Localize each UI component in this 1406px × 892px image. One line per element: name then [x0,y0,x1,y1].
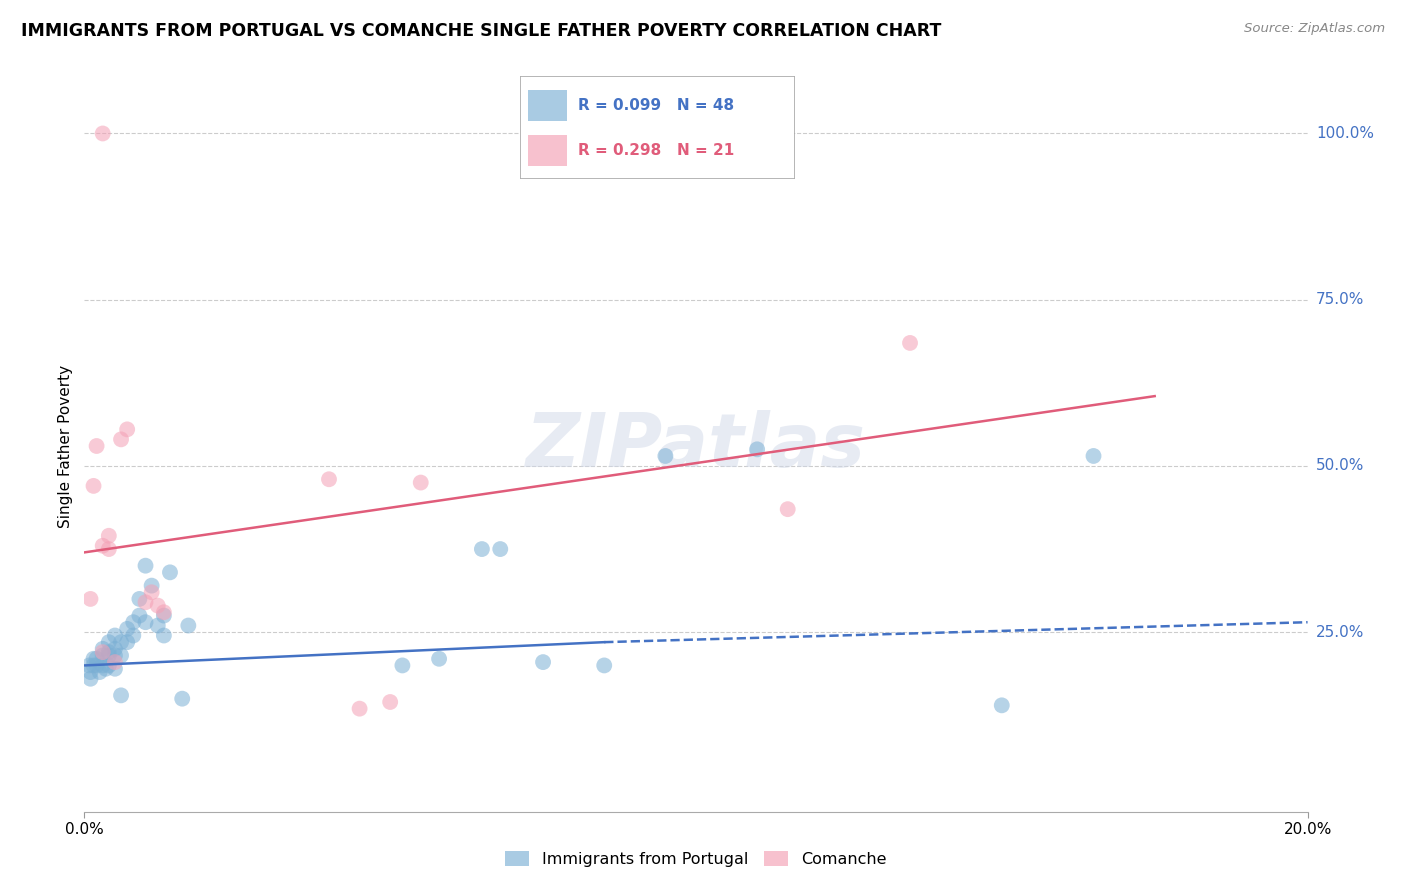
Point [115,635,138,649]
Text: 100.0%: 100.0% [1316,126,1374,141]
Point [97,645,120,659]
Y-axis label: Single Father Poverty: Single Father Poverty [58,365,73,527]
Point [135,595,157,609]
Point [97,635,120,649]
Point [97,648,120,663]
Point [747,442,769,457]
Point [79,665,101,679]
Text: 25.0%: 25.0% [1316,624,1364,640]
FancyBboxPatch shape [529,136,567,166]
Point [83,658,105,673]
Point [146,599,169,613]
Point [128,591,150,606]
Text: R = 0.298   N = 21: R = 0.298 N = 21 [578,143,734,158]
Point [77,658,100,673]
Point [146,618,169,632]
Point [110,635,132,649]
Point [380,695,402,709]
Point [489,542,512,557]
Point [91,127,114,141]
Point [91,645,114,659]
Point [97,542,120,557]
Point [318,472,340,486]
Point [128,608,150,623]
Point [122,628,145,642]
Point [654,449,676,463]
Point [349,701,371,715]
Point [159,566,181,580]
Point [97,658,120,673]
Point [135,615,157,630]
Point [531,655,554,669]
Text: 50.0%: 50.0% [1316,458,1364,474]
Point [110,648,132,663]
Point [91,658,114,673]
Point [86,658,108,673]
Point [86,439,108,453]
Point [153,628,176,642]
Point [104,641,127,656]
Point [391,658,413,673]
Point [135,558,157,573]
Point [86,652,108,666]
Point [79,591,101,606]
Point [104,655,127,669]
Point [89,665,111,679]
Text: IMMIGRANTS FROM PORTUGAL VS COMANCHE SINGLE FATHER POVERTY CORRELATION CHART: IMMIGRANTS FROM PORTUGAL VS COMANCHE SIN… [21,22,942,40]
Point [427,652,450,666]
Point [115,622,138,636]
Point [409,475,432,490]
Point [110,433,132,447]
Text: Source: ZipAtlas.com: Source: ZipAtlas.com [1244,22,1385,36]
Text: R = 0.099   N = 48: R = 0.099 N = 48 [578,97,734,112]
Point [153,608,176,623]
Point [141,579,163,593]
Point [83,479,105,493]
Point [97,529,120,543]
Point [104,648,127,663]
Point [83,652,105,666]
Point [104,628,127,642]
Point [1083,449,1105,463]
Point [898,335,921,350]
Point [991,698,1014,713]
Point [94,662,117,676]
Point [110,689,132,703]
Text: 75.0%: 75.0% [1316,293,1364,307]
Point [115,422,138,436]
Point [91,641,114,656]
Point [776,502,799,516]
Text: ZIPatlas: ZIPatlas [526,409,866,483]
Point [471,542,494,557]
Point [91,539,114,553]
Point [79,672,101,686]
Point [141,585,163,599]
Point [122,615,145,630]
Point [91,648,114,663]
Point [104,662,127,676]
FancyBboxPatch shape [529,90,567,121]
Point [177,618,200,632]
Legend: Immigrants from Portugal, Comanche: Immigrants from Portugal, Comanche [499,845,893,873]
Point [593,658,616,673]
Point [153,605,176,619]
Point [172,691,194,706]
